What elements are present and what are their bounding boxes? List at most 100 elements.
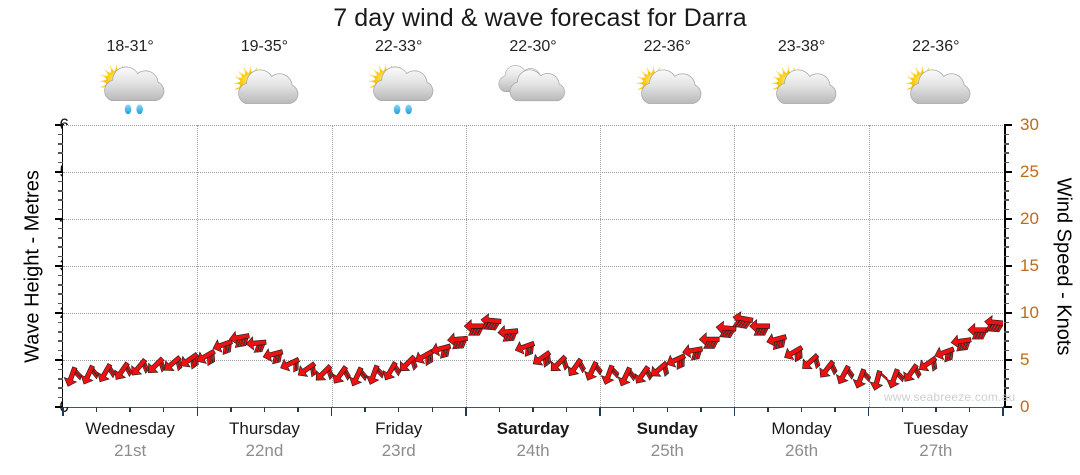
wind-barb [650, 360, 670, 377]
y-tick-label-right: 20 [1020, 209, 1039, 228]
temperature-range: 18-31° [106, 38, 154, 55]
day-label-wednesday: Wednesday 21st [63, 418, 198, 462]
y-tick-right [1004, 124, 1012, 126]
watermark: www.seabreeze.com.au [884, 390, 1016, 404]
gridline-horizontal [63, 125, 1003, 126]
y-tick-right [1004, 218, 1012, 220]
y-minortick-left [58, 133, 63, 136]
y-minortick-left [58, 368, 63, 371]
x-tick-day [733, 407, 736, 416]
x-tick-day [196, 407, 199, 416]
wind-barb [147, 356, 166, 374]
x-tick-minor [632, 407, 635, 412]
wind-barb [903, 363, 922, 382]
y-minortick-left [58, 143, 63, 145]
x-tick-day [465, 407, 467, 416]
y-tick-right [1004, 359, 1012, 361]
day-date: 21st [114, 441, 147, 460]
y-minortick-left [58, 387, 63, 389]
gridline-vertical [465, 125, 467, 407]
wind-barb [63, 366, 83, 387]
wind-barb [228, 330, 250, 348]
y-tick-left [55, 312, 63, 314]
day-header-wednesday: 18-31° [63, 38, 198, 119]
y-minortick-right [1004, 368, 1009, 371]
sun-cloud-icon [868, 56, 1003, 119]
y-minortick-left [58, 237, 63, 239]
y-minortick-left [58, 396, 63, 399]
day-date: 24th [516, 441, 550, 460]
y-tick-left [55, 359, 63, 361]
wind-barb [382, 361, 402, 381]
wind-barb [114, 361, 133, 380]
wind-barb [414, 348, 435, 367]
sun-cloud-icon [600, 56, 735, 119]
y-minortick-left [58, 208, 63, 211]
day-header-saturday: 22-30° [466, 38, 601, 119]
wind-barb [698, 332, 720, 349]
wind-barb [984, 315, 1003, 333]
y-minortick-right [1004, 284, 1009, 286]
temperature-range: 22-30° [509, 38, 557, 55]
wind-barb [463, 318, 485, 336]
wind-barb [886, 368, 905, 389]
y-minortick-left [58, 378, 63, 380]
gridline-vertical [600, 125, 602, 407]
wind-barb [332, 365, 351, 384]
wind-barb-series [63, 311, 1003, 391]
y-minortick-left [58, 274, 63, 277]
wind-barb [715, 320, 737, 338]
y-minortick-left [58, 293, 63, 295]
y-minortick-right [1004, 152, 1009, 154]
x-tick-minor [565, 407, 568, 412]
wind-barb [634, 365, 653, 384]
sun-cloud-rain-icon [63, 56, 198, 119]
x-tick-minor [162, 407, 165, 412]
wind-barb [732, 311, 754, 329]
day-header-sunday: 22-36° [600, 38, 735, 119]
day-name: Sunday [636, 419, 698, 438]
plot-area [63, 125, 1003, 407]
y-tick-label-right: 25 [1020, 162, 1039, 181]
x-tick-day [599, 407, 601, 416]
day-date: 22nd [245, 441, 284, 460]
wind-barb [180, 351, 199, 370]
wind-barb [934, 346, 955, 363]
day-date: 26th [785, 441, 819, 460]
y-tick-left [55, 265, 63, 267]
wind-barb [131, 357, 150, 376]
day-header-monday: 23-38° [734, 38, 869, 119]
wind-barb [430, 342, 452, 359]
y-minortick-right [1004, 208, 1009, 211]
y-minortick-left [58, 302, 63, 305]
gridline-horizontal [63, 266, 1003, 267]
day-header-thursday: 19-35° [197, 38, 332, 119]
wind-barb [819, 359, 838, 378]
x-tick-minor [498, 407, 501, 412]
y-minortick-right [1004, 227, 1009, 230]
y-minortick-left [58, 331, 63, 333]
page-title: 7 day wind & wave forecast for Darra [333, 4, 747, 32]
x-tick-minor [397, 407, 400, 412]
wind-barb [532, 350, 552, 368]
wind-barb [784, 345, 804, 363]
wind-barb [349, 366, 368, 387]
x-tick-minor [834, 407, 836, 412]
day-date: 27th [919, 441, 953, 460]
gridline-horizontal [63, 172, 1003, 173]
wind-barb [682, 343, 704, 361]
y-minortick-right [1004, 340, 1009, 342]
day-name: Wednesday [85, 419, 175, 438]
y-minortick-right [1004, 143, 1009, 145]
y-tick-right [1004, 265, 1012, 267]
wind-barb [802, 353, 821, 370]
gridline-vertical [868, 125, 870, 407]
x-tick-minor [666, 407, 669, 412]
x-tick-minor [800, 407, 803, 412]
y-tick-label-right: 15 [1020, 256, 1039, 275]
wind-barb [600, 364, 620, 385]
y-minortick-left [58, 284, 63, 286]
day-name: Saturday [496, 419, 570, 438]
cloudy-icon [466, 56, 601, 119]
wind-barb [480, 313, 502, 331]
